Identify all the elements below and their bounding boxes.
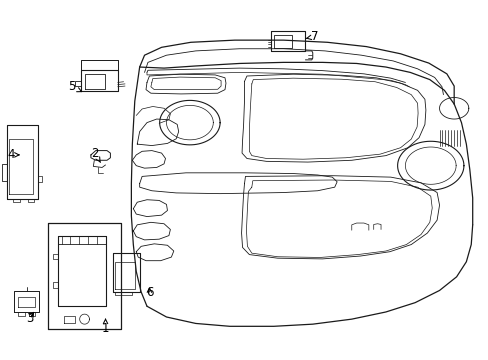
Text: 1: 1 — [102, 319, 109, 335]
Text: 4: 4 — [8, 148, 19, 161]
Text: 6: 6 — [145, 287, 153, 300]
Text: 7: 7 — [305, 30, 318, 43]
Text: 5: 5 — [67, 80, 81, 93]
Text: 2: 2 — [91, 147, 100, 162]
Text: 3: 3 — [26, 311, 34, 325]
